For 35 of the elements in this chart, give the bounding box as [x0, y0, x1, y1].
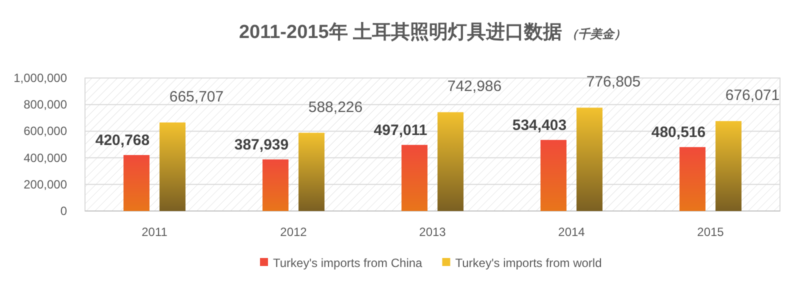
bar	[540, 140, 566, 211]
chart-title: 2011-2015年 土耳其照明灯具进口数据	[238, 21, 562, 43]
data-label: 480,516	[651, 124, 706, 142]
x-tick-label: 2014	[558, 225, 586, 239]
bar	[438, 112, 464, 211]
legend-label: Turkey's imports from world	[455, 256, 602, 270]
bar	[402, 144, 428, 211]
y-tick-label: 400,000	[24, 150, 68, 165]
x-tick-label: 2015	[697, 225, 724, 239]
data-label: 776,805	[586, 74, 641, 91]
y-tick-label: 200,000	[24, 177, 68, 192]
bar	[576, 108, 602, 211]
bar	[262, 159, 288, 211]
data-label: 665,707	[169, 88, 224, 106]
legend-label: Turkey's imports from China	[273, 256, 423, 270]
data-label: 497,011	[374, 122, 428, 139]
data-label: 420,768	[95, 132, 150, 150]
bar	[298, 132, 324, 211]
data-label: 676,071	[725, 87, 780, 104]
y-tick-label: 1,000,000	[14, 71, 68, 85]
y-tick-label: 0	[60, 204, 68, 218]
x-tick-label: 2011	[142, 225, 168, 239]
chart-subtitle: （千美金）	[566, 27, 626, 41]
data-label: 534,403	[512, 116, 567, 134]
x-tick-label: 2013	[419, 225, 446, 239]
bar	[124, 155, 150, 211]
data-label: 742,986	[447, 78, 502, 96]
bar	[716, 121, 742, 211]
data-label: 588,226	[308, 98, 363, 116]
x-tick-label: 2012	[280, 225, 308, 239]
bar	[160, 122, 186, 211]
data-label: 387,939	[234, 136, 289, 154]
bar	[680, 147, 706, 211]
y-tick-label: 600,000	[24, 124, 68, 138]
y-tick-label: 800,000	[24, 98, 68, 112]
